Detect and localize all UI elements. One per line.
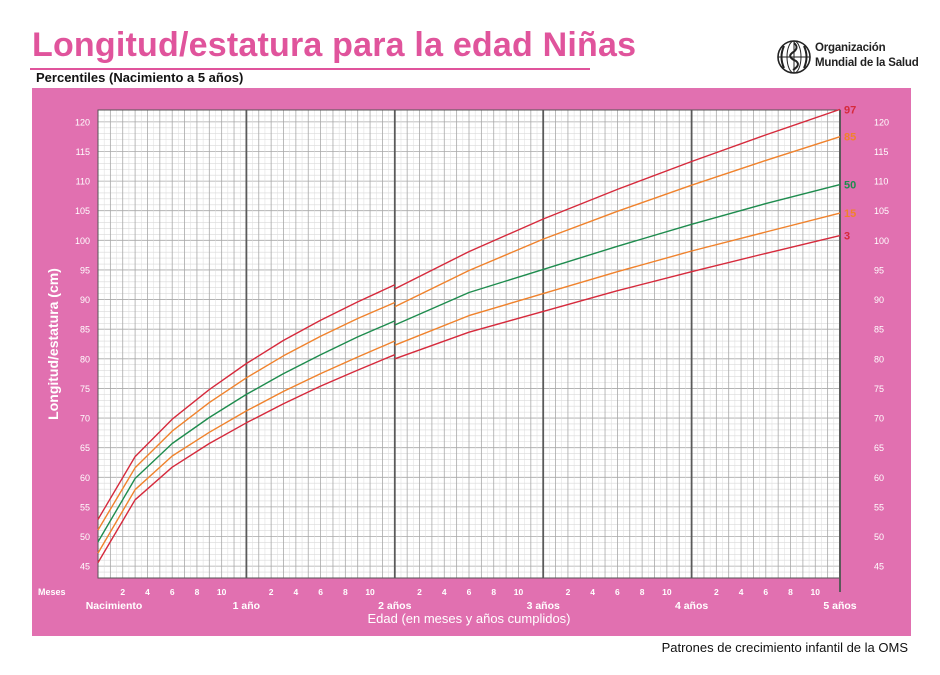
organization-name-line1: Organización — [815, 42, 886, 54]
percentile-15-line — [97, 340, 396, 554]
percentile-3-line — [97, 354, 396, 563]
y-tick-label-right: 110 — [874, 177, 888, 187]
y-tick-label-left: 70 — [80, 414, 90, 424]
x-month-tick-label: 8 — [343, 587, 348, 597]
x-month-tick-label: 4 — [590, 587, 595, 597]
percentile-97-line — [394, 108, 841, 290]
x-month-tick-label: 6 — [467, 587, 472, 597]
x-month-tick-label: 2 — [120, 587, 125, 597]
x-month-tick-label: 4 — [293, 587, 298, 597]
x-month-tick-label: 4 — [442, 587, 447, 597]
y-tick-label-left: 60 — [80, 473, 90, 483]
y-tick-label-right: 95 — [874, 265, 884, 275]
y-axis-title: Longitud/estatura (cm) — [45, 268, 61, 420]
percentile-97-label: 97 — [844, 104, 856, 116]
y-tick-label-right: 80 — [874, 354, 884, 364]
y-tick-label-left: 75 — [80, 384, 90, 394]
organization-logo: Organización Mundial de la Salud — [775, 38, 919, 78]
y-tick-label-left: 55 — [80, 502, 90, 512]
x-month-tick-label: 6 — [763, 587, 768, 597]
y-tick-label-right: 50 — [874, 532, 884, 542]
x-month-tick-label: 10 — [217, 587, 227, 597]
y-tick-label-left: 115 — [76, 147, 90, 157]
x-month-tick-label: 10 — [662, 587, 672, 597]
percentile-85-line — [97, 301, 396, 531]
x-month-tick-label: 4 — [145, 587, 150, 597]
percentile-85-line — [394, 136, 841, 308]
y-tick-label-right: 55 — [874, 502, 884, 512]
y-tick-label-right: 85 — [874, 325, 884, 335]
who-emblem-icon — [777, 40, 811, 74]
percentile-85-label: 85 — [844, 132, 856, 144]
y-tick-label-left: 50 — [80, 532, 90, 542]
x-month-tick-label: 10 — [811, 587, 821, 597]
y-tick-label-right: 100 — [874, 236, 889, 246]
page-title: Longitud/estatura para la edad Niñas — [32, 26, 637, 64]
x-month-tick-label: 6 — [318, 587, 323, 597]
x-month-tick-label: 2 — [566, 587, 571, 597]
x-year-label: 4 años — [675, 600, 708, 612]
y-tick-label-left: 100 — [75, 236, 90, 246]
x-month-tick-label: 6 — [615, 587, 620, 597]
x-month-tick-label: 10 — [514, 587, 524, 597]
x-month-tick-label: 2 — [417, 587, 422, 597]
percentile-3-line — [394, 234, 841, 360]
y-tick-label-right: 115 — [874, 147, 888, 157]
x-year-label: 5 años — [823, 600, 856, 612]
x-month-tick-label: 10 — [365, 587, 375, 597]
y-tick-label-left: 105 — [75, 206, 90, 216]
x-month-tick-label: 2 — [714, 587, 719, 597]
y-tick-label-left: 80 — [80, 354, 90, 364]
x-month-tick-label: 8 — [788, 587, 793, 597]
chart-panel: 45 45 50 50 55 55 60 60 65 65 70 70 75 75 80 80 85 85 90 90… — [32, 88, 911, 636]
x-year-label: 1 año — [233, 600, 260, 612]
y-tick-label-right: 65 — [874, 443, 884, 453]
x-axis-title: Edad (en meses y años cumplidos) — [367, 611, 570, 626]
y-tick-label-right: 90 — [874, 295, 884, 305]
y-tick-label-left: 95 — [80, 265, 90, 275]
x-month-tick-label: 8 — [640, 587, 645, 597]
y-tick-label-right: 75 — [874, 384, 884, 394]
x-month-tick-label: 8 — [491, 587, 496, 597]
y-tick-label-right: 60 — [874, 473, 884, 483]
y-tick-label-right: 105 — [874, 206, 889, 216]
y-tick-label-left: 85 — [80, 325, 90, 335]
x-year-label: 2 años — [378, 600, 411, 612]
x-month-tick-label: 4 — [739, 587, 744, 597]
x-month-tick-label: 6 — [170, 587, 175, 597]
y-tick-label-left: 45 — [80, 562, 90, 572]
y-tick-label-left: 90 — [80, 295, 90, 305]
y-tick-label-left: 120 — [75, 117, 90, 127]
x-unit-label: Meses — [38, 587, 66, 597]
percentile-3-label: 3 — [844, 231, 850, 243]
y-tick-label-left: 65 — [80, 443, 90, 453]
x-month-tick-label: 8 — [195, 587, 200, 597]
y-tick-label-right: 45 — [874, 562, 884, 572]
percentile-15-label: 15 — [844, 208, 856, 220]
page-subtitle: Percentiles (Nacimiento a 5 años) — [36, 70, 244, 85]
percentile-15-line — [394, 212, 841, 346]
x-year-label: 3 años — [527, 600, 560, 612]
organization-name-line2: Mundial de la Salud — [815, 57, 919, 69]
x-month-tick-label: 2 — [269, 587, 274, 597]
y-tick-label-right: 120 — [874, 117, 889, 127]
percentile-97-line — [97, 284, 396, 520]
y-tick-label-right: 70 — [874, 414, 884, 424]
title-divider — [30, 68, 590, 70]
footer-note: Patrones de crecimiento infantil de la O… — [661, 640, 908, 655]
x-year-label: Nacimiento — [86, 600, 143, 612]
y-tick-label-left: 110 — [76, 177, 90, 187]
percentile-50-line — [394, 183, 841, 326]
growth-chart: 45 45 50 50 55 55 60 60 65 65 70 70 75 75 80 80 85 85 90 90… — [38, 104, 889, 626]
percentile-50-line — [97, 320, 396, 543]
percentile-50-label: 50 — [844, 180, 856, 192]
